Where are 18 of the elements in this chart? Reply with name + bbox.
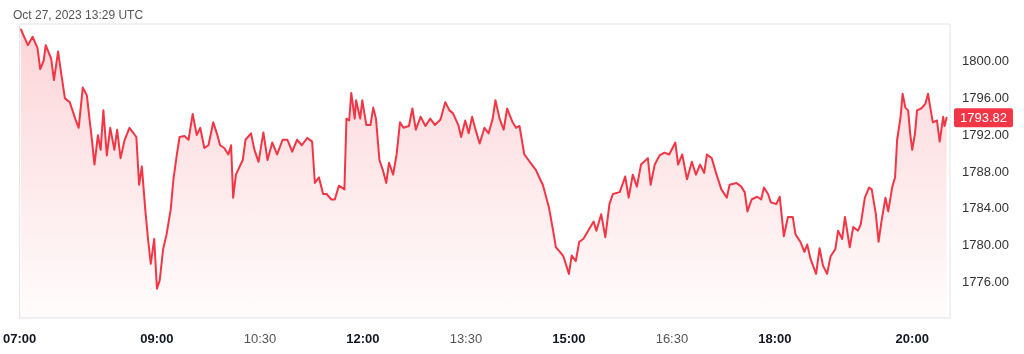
y-tick-label: 1796.00	[962, 90, 1009, 105]
y-tick-label: 1780.00	[962, 237, 1009, 252]
x-tick-label: 12:00	[346, 331, 380, 346]
chart-title: Oct 27, 2023 13:29 UTC	[13, 8, 144, 22]
x-tick-label: 18:00	[758, 331, 792, 346]
x-tick-label: 07:00	[3, 331, 37, 346]
x-tick-label: 15:00	[552, 331, 586, 346]
y-tick-label: 1776.00	[962, 273, 1009, 289]
x-tick-label: 13:30	[449, 331, 483, 346]
x-tick-label: 10:30	[243, 331, 277, 346]
y-tick-label: 1800.00	[962, 53, 1009, 69]
text: 1793.82	[960, 110, 1007, 126]
x-tick-label: 20:00	[895, 331, 929, 346]
y-tick-label: 1784.00	[962, 200, 1009, 216]
x-tick-label: 16:30	[655, 331, 689, 346]
x-tick-label: 09:00	[140, 331, 174, 346]
y-tick-label: 1788.00	[962, 163, 1009, 179]
y-tick-label: 1792.00	[962, 126, 1009, 142]
